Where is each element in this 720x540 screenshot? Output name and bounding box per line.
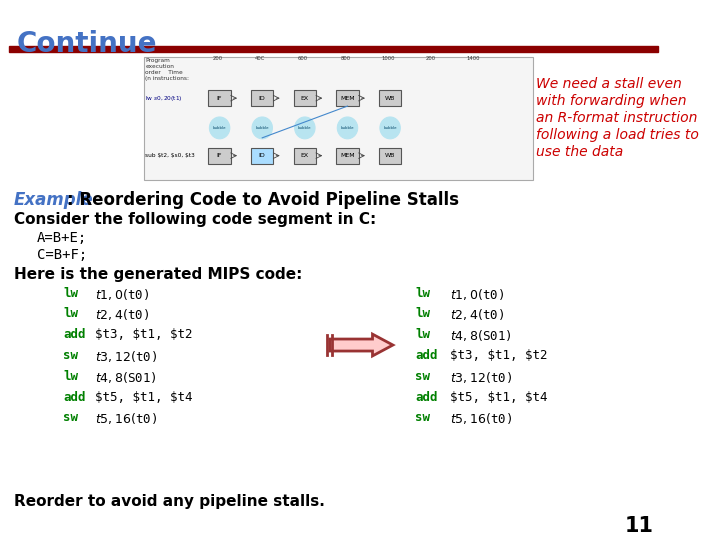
- Text: Reorder to avoid any pipeline stalls.: Reorder to avoid any pipeline stalls.: [14, 494, 325, 509]
- Text: $t3, 12($t0): $t3, 12($t0): [96, 349, 158, 364]
- Text: bubble: bubble: [341, 126, 354, 130]
- FancyBboxPatch shape: [251, 90, 274, 106]
- Text: add: add: [63, 390, 86, 403]
- Circle shape: [252, 117, 272, 139]
- Text: EX: EX: [301, 96, 309, 100]
- Text: $t1, 0($t0): $t1, 0($t0): [96, 287, 150, 301]
- Text: lw: lw: [415, 287, 430, 300]
- Text: Here is the generated MIPS code:: Here is the generated MIPS code:: [14, 267, 302, 282]
- FancyBboxPatch shape: [209, 90, 230, 106]
- Text: ID: ID: [259, 96, 266, 100]
- Text: We need a stall even: We need a stall even: [536, 77, 681, 91]
- Text: bubble: bubble: [213, 126, 226, 130]
- Text: $t4, 8($S01): $t4, 8($S01): [96, 370, 157, 385]
- Text: A=B+E;: A=B+E;: [37, 231, 87, 245]
- FancyBboxPatch shape: [294, 90, 316, 106]
- FancyBboxPatch shape: [251, 148, 274, 164]
- Text: lw: lw: [415, 328, 430, 341]
- Text: $t3, 12($t0): $t3, 12($t0): [450, 370, 513, 385]
- Text: add: add: [415, 349, 438, 362]
- Text: bubble: bubble: [256, 126, 269, 130]
- FancyBboxPatch shape: [379, 148, 401, 164]
- Bar: [9, 45, 658, 51]
- FancyBboxPatch shape: [336, 148, 359, 164]
- Polygon shape: [330, 334, 393, 356]
- FancyBboxPatch shape: [379, 90, 401, 106]
- Text: lw $s0, 20($t1): lw $s0, 20($t1): [145, 93, 183, 103]
- Text: WB: WB: [385, 153, 395, 158]
- Text: 600: 600: [298, 57, 308, 62]
- Text: $t4, 8($S01): $t4, 8($S01): [450, 328, 512, 343]
- FancyBboxPatch shape: [336, 90, 359, 106]
- Text: an R-format instruction: an R-format instruction: [536, 111, 697, 125]
- Text: $t3, $t1, $t2: $t3, $t1, $t2: [96, 328, 193, 341]
- Text: 11: 11: [624, 516, 653, 536]
- Text: $t2, 4($t0): $t2, 4($t0): [450, 307, 505, 322]
- FancyBboxPatch shape: [294, 148, 316, 164]
- Text: $t1, 0($t0): $t1, 0($t0): [450, 287, 505, 301]
- Text: MEM: MEM: [340, 153, 355, 158]
- Circle shape: [337, 117, 358, 139]
- Text: 1000: 1000: [382, 57, 395, 62]
- Text: use the data: use the data: [536, 145, 623, 159]
- Text: Consider the following code segment in C:: Consider the following code segment in C…: [14, 212, 376, 227]
- Text: sw: sw: [415, 370, 430, 383]
- Text: 200: 200: [426, 57, 436, 62]
- Text: 1400: 1400: [467, 57, 480, 62]
- Text: lw: lw: [63, 370, 78, 383]
- Text: sw: sw: [63, 349, 78, 362]
- Text: ID: ID: [259, 153, 266, 158]
- Text: bubble: bubble: [383, 126, 397, 130]
- Text: sw: sw: [63, 411, 78, 424]
- Text: WB: WB: [385, 96, 395, 100]
- Text: C=B+F;: C=B+F;: [37, 248, 87, 262]
- Text: IF: IF: [217, 96, 222, 100]
- Text: sw: sw: [415, 411, 430, 424]
- Text: EX: EX: [301, 153, 309, 158]
- Text: MEM: MEM: [340, 96, 355, 100]
- Text: IF: IF: [217, 153, 222, 158]
- Circle shape: [380, 117, 400, 139]
- Text: Example: Example: [14, 191, 94, 210]
- Text: add: add: [415, 390, 438, 403]
- Text: $t5, $t1, $t4: $t5, $t1, $t4: [450, 390, 548, 403]
- Text: sub $t2, $s0, $t3: sub $t2, $s0, $t3: [145, 153, 195, 158]
- Text: Program
execution
order    Time
(n instructions:: Program execution order Time (n instruct…: [145, 58, 189, 81]
- Text: lw: lw: [415, 307, 430, 320]
- Text: bubble: bubble: [298, 126, 312, 130]
- Text: $t2, 4($t0): $t2, 4($t0): [96, 307, 150, 322]
- Circle shape: [210, 117, 230, 139]
- FancyBboxPatch shape: [143, 57, 533, 180]
- Text: lw: lw: [63, 307, 78, 320]
- Text: lw: lw: [63, 287, 78, 300]
- Text: with forwarding when: with forwarding when: [536, 94, 686, 108]
- Text: add: add: [63, 328, 86, 341]
- Text: $t5, $t1, $t4: $t5, $t1, $t4: [96, 390, 193, 403]
- Text: Continue: Continue: [17, 30, 157, 58]
- Text: $t5, 16($t0): $t5, 16($t0): [450, 411, 513, 427]
- Text: $t5, 16($t0): $t5, 16($t0): [96, 411, 158, 427]
- Text: 200: 200: [212, 57, 222, 62]
- Text: following a load tries to: following a load tries to: [536, 128, 698, 142]
- Text: : Reordering Code to Avoid Pipeline Stalls: : Reordering Code to Avoid Pipeline Stal…: [67, 191, 459, 210]
- Text: 40C: 40C: [255, 57, 266, 62]
- Circle shape: [294, 117, 315, 139]
- Text: 800: 800: [341, 57, 351, 62]
- FancyBboxPatch shape: [209, 148, 230, 164]
- Text: $t3, $t1, $t2: $t3, $t1, $t2: [450, 349, 548, 362]
